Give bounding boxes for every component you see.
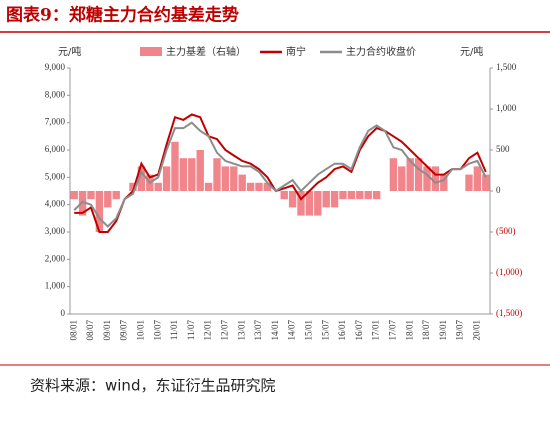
- x-tick-label: 12/01: [203, 320, 213, 341]
- legend-label: 主力基差（右轴）: [166, 45, 246, 58]
- x-tick-label: 18/01: [404, 320, 414, 341]
- y-tick-label: 2,000: [45, 253, 66, 263]
- basis-bar: [431, 166, 440, 191]
- y-tick-label: 6,000: [45, 144, 66, 154]
- x-tick-label: 16/07: [354, 320, 364, 341]
- y-tick-label: 3,000: [45, 226, 66, 236]
- basis-bar: [364, 191, 372, 200]
- basis-bar: [423, 166, 431, 191]
- basis-bar: [188, 158, 196, 191]
- y2-tick-label: (1,500): [496, 308, 522, 318]
- y2-unit: 元/吨: [460, 45, 483, 58]
- basis-bar: [398, 166, 406, 191]
- x-tick-label: 09/07: [119, 320, 129, 341]
- basis-bar: [104, 191, 112, 208]
- y2-tick-label: 500: [496, 144, 510, 154]
- y2-tick-label: (500): [496, 226, 516, 236]
- y-tick-label: 1,000: [45, 281, 66, 291]
- basis-bar: [339, 191, 347, 200]
- x-tick-label: 12/07: [219, 320, 229, 341]
- x-tick-label: 19/07: [455, 320, 465, 341]
- x-tick-label: 14/07: [287, 320, 297, 341]
- basis-bar: [322, 191, 330, 208]
- x-tick-label: 17/07: [387, 320, 397, 341]
- basis-bar: [70, 191, 78, 200]
- x-tick-label: 10/01: [135, 320, 145, 341]
- x-tick-label: 11/07: [186, 320, 196, 341]
- x-tick-label: 15/01: [303, 320, 313, 341]
- basis-bar: [255, 182, 263, 191]
- basis-bar: [246, 182, 255, 191]
- basis-bar: [305, 191, 314, 216]
- legend-label: 南宁: [286, 45, 306, 58]
- basis-bar: [129, 182, 137, 191]
- basis-bar: [330, 191, 339, 208]
- price-line: [74, 113, 487, 233]
- y-tick-label: 7,000: [45, 117, 66, 127]
- basis-bar: [347, 191, 356, 200]
- y-unit: 元/吨: [58, 45, 81, 58]
- legend-swatch: [140, 47, 162, 56]
- basis-bar: [230, 166, 238, 191]
- legend-label: 主力合约收盘价: [346, 45, 416, 58]
- y-tick-label: 5,000: [45, 171, 66, 181]
- basis-bar: [406, 158, 414, 191]
- x-tick-label: 20/01: [471, 320, 481, 341]
- basis-bar: [372, 191, 381, 200]
- y2-tick-label: (1,000): [496, 267, 522, 277]
- basis-bar: [297, 191, 305, 216]
- basis-bar: [473, 166, 482, 191]
- y-tick-label: 8,000: [45, 89, 66, 99]
- basis-bar: [482, 174, 490, 191]
- y-tick-label: 9,000: [45, 62, 66, 72]
- x-tick-label: 15/07: [320, 320, 330, 341]
- x-tick-label: 11/01: [169, 320, 179, 340]
- y2-tick-label: 1,000: [496, 103, 517, 113]
- x-tick-label: 09/01: [102, 320, 112, 341]
- basis-bar: [95, 191, 104, 232]
- basis-bar: [238, 174, 246, 191]
- x-tick-label: 08/07: [85, 320, 95, 341]
- price-line: [73, 121, 487, 228]
- basis-bar: [440, 174, 448, 191]
- x-tick-label: 13/07: [253, 320, 263, 341]
- basis-bar: [465, 174, 473, 191]
- basis-bar: [414, 158, 423, 191]
- basis-bar: [78, 191, 87, 216]
- basis-bar: [162, 166, 171, 191]
- y-tick-label: 4,000: [45, 199, 66, 209]
- basis-bar: [389, 158, 398, 191]
- basis-bar: [196, 150, 204, 191]
- basis-bar: [221, 166, 230, 191]
- x-tick-label: 13/01: [236, 320, 246, 341]
- basis-bar: [171, 141, 179, 191]
- basis-bar: [356, 191, 364, 200]
- y2-tick-label: 0: [496, 185, 501, 195]
- basis-bar: [280, 191, 288, 200]
- x-tick-label: 17/01: [371, 320, 381, 341]
- basis-bar: [112, 191, 120, 200]
- x-tick-label: 10/07: [152, 320, 162, 341]
- y2-tick-label: 1,500: [496, 62, 517, 72]
- basis-bar: [314, 191, 322, 216]
- basis-bar: [288, 191, 297, 208]
- source: 资料来源：wind，东证衍生品研究院: [30, 377, 275, 395]
- basis-bar: [87, 191, 95, 200]
- basis-bar: [154, 182, 162, 191]
- chart-title: 图表9：郑糖主力合约基差走势: [6, 5, 239, 26]
- y-tick-label: 0: [61, 308, 66, 318]
- basis-bar: [204, 182, 213, 191]
- x-tick-label: 14/01: [270, 320, 280, 341]
- basis-bar: [137, 166, 146, 191]
- x-tick-label: 16/01: [337, 320, 347, 341]
- x-tick-label: 08/01: [68, 320, 78, 341]
- x-tick-label: 19/01: [438, 320, 448, 341]
- basis-bar: [263, 182, 272, 191]
- basis-bar: [213, 158, 221, 191]
- basis-bar: [179, 158, 188, 191]
- x-tick-label: 18/07: [421, 320, 431, 341]
